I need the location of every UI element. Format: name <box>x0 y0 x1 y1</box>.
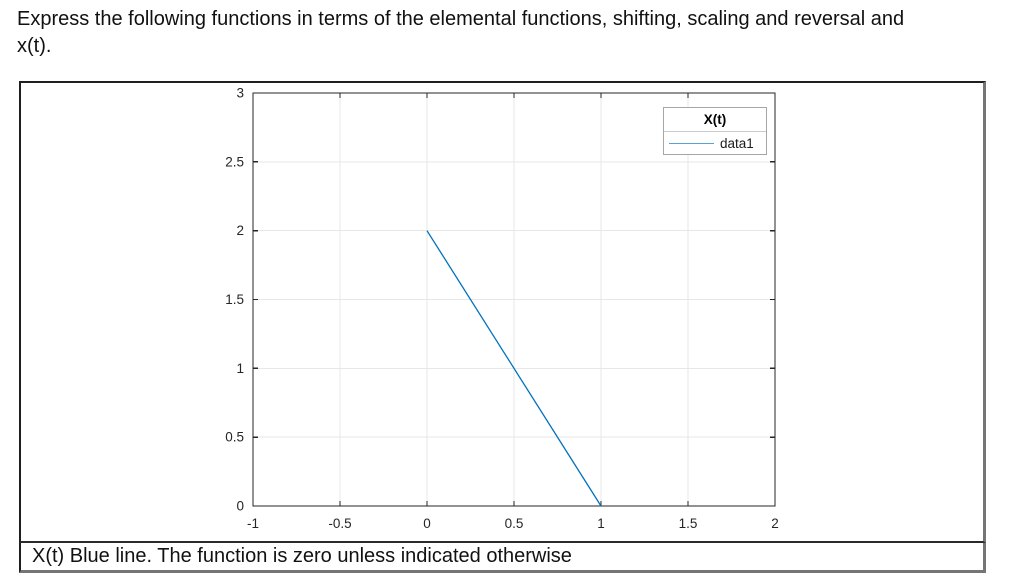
y-tick-label: 0 <box>236 499 244 514</box>
legend-entry: data1 <box>664 132 766 155</box>
figure-panel: -1 -0.5 0 0.5 1 1.5 2 0 0.5 1 1.5 2 2.5 3 X(t) data1 <box>19 81 986 543</box>
x-tick-label: 1 <box>597 516 605 531</box>
question-line-1: Express the following functions in terms… <box>17 8 905 30</box>
y-tick-label: 2 <box>236 223 244 238</box>
legend-entry-label: data1 <box>720 136 754 151</box>
y-tick-label: 2.5 <box>225 154 244 169</box>
x-tick-label: 0.5 <box>505 516 524 531</box>
x-tick-label: 0 <box>423 516 431 531</box>
series-line <box>426 230 602 507</box>
question-text: Express the following functions in terms… <box>17 6 1012 60</box>
caption-panel: X(t) Blue line. The function is zero unl… <box>19 543 986 573</box>
legend-title: X(t) <box>664 108 766 132</box>
x-tick-label: -1 <box>247 516 259 531</box>
y-tick-label: 0.5 <box>225 430 244 445</box>
x-tick-label: 1.5 <box>679 516 698 531</box>
y-tick-label: 1 <box>236 361 244 376</box>
plot-svg: -1 -0.5 0 0.5 1 1.5 2 0 0.5 1 1.5 2 2.5 3 <box>225 86 779 532</box>
x-tick-label: -0.5 <box>328 516 351 531</box>
question-line-2: x(t). <box>17 35 52 57</box>
legend: X(t) data1 <box>663 107 767 155</box>
caption-text: X(t) Blue line. The function is zero unl… <box>32 545 572 567</box>
legend-line-sample <box>669 143 714 144</box>
y-tick-label: 3 <box>236 86 244 101</box>
x-tick-label: 2 <box>771 516 779 531</box>
y-tick-label: 1.5 <box>225 292 244 307</box>
